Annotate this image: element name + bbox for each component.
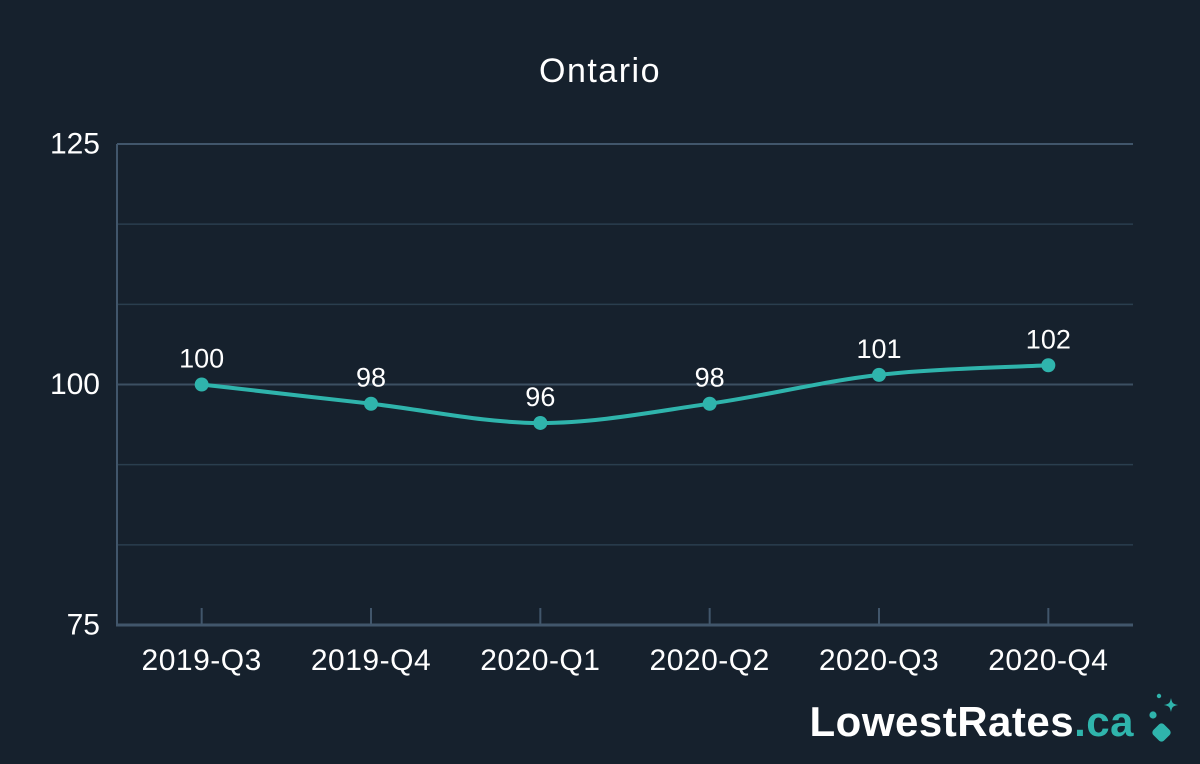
data-point: [533, 415, 548, 430]
chart-title: Ontario: [539, 52, 661, 90]
data-point: [194, 377, 209, 392]
x-axis-label: 2020-Q2: [650, 644, 770, 677]
brand-logo: LowestRates.ca: [810, 692, 1188, 752]
data-point: [1041, 358, 1056, 373]
x-axis-label: 2019-Q3: [142, 644, 262, 677]
y-axis-label: 100: [50, 368, 100, 401]
sparkle-diamond-icon: [1149, 693, 1178, 742]
data-point-label: 96: [525, 382, 555, 412]
y-axis-label: 125: [50, 128, 100, 161]
brand-wordmark: LowestRates.ca: [810, 701, 1134, 743]
data-point-label: 102: [1026, 324, 1071, 354]
brand-tld-text: .ca: [1074, 698, 1134, 745]
x-axis-label: 2020-Q1: [480, 644, 600, 677]
x-axis-label: 2019-Q4: [311, 644, 431, 677]
data-point-label: 101: [856, 334, 901, 364]
data-point: [702, 396, 717, 411]
brand-name-text: LowestRates: [809, 698, 1075, 745]
data-point: [872, 367, 886, 382]
data-point: [364, 396, 378, 411]
data-point-label: 98: [356, 363, 386, 393]
trend-line: [199, 363, 1051, 426]
y-axis-label: 75: [67, 609, 100, 642]
x-axis-label: 2020-Q3: [819, 644, 939, 677]
data-point-label: 98: [695, 363, 725, 393]
x-axis-label: 2020-Q4: [988, 644, 1108, 677]
data-point-label: 100: [179, 344, 224, 374]
